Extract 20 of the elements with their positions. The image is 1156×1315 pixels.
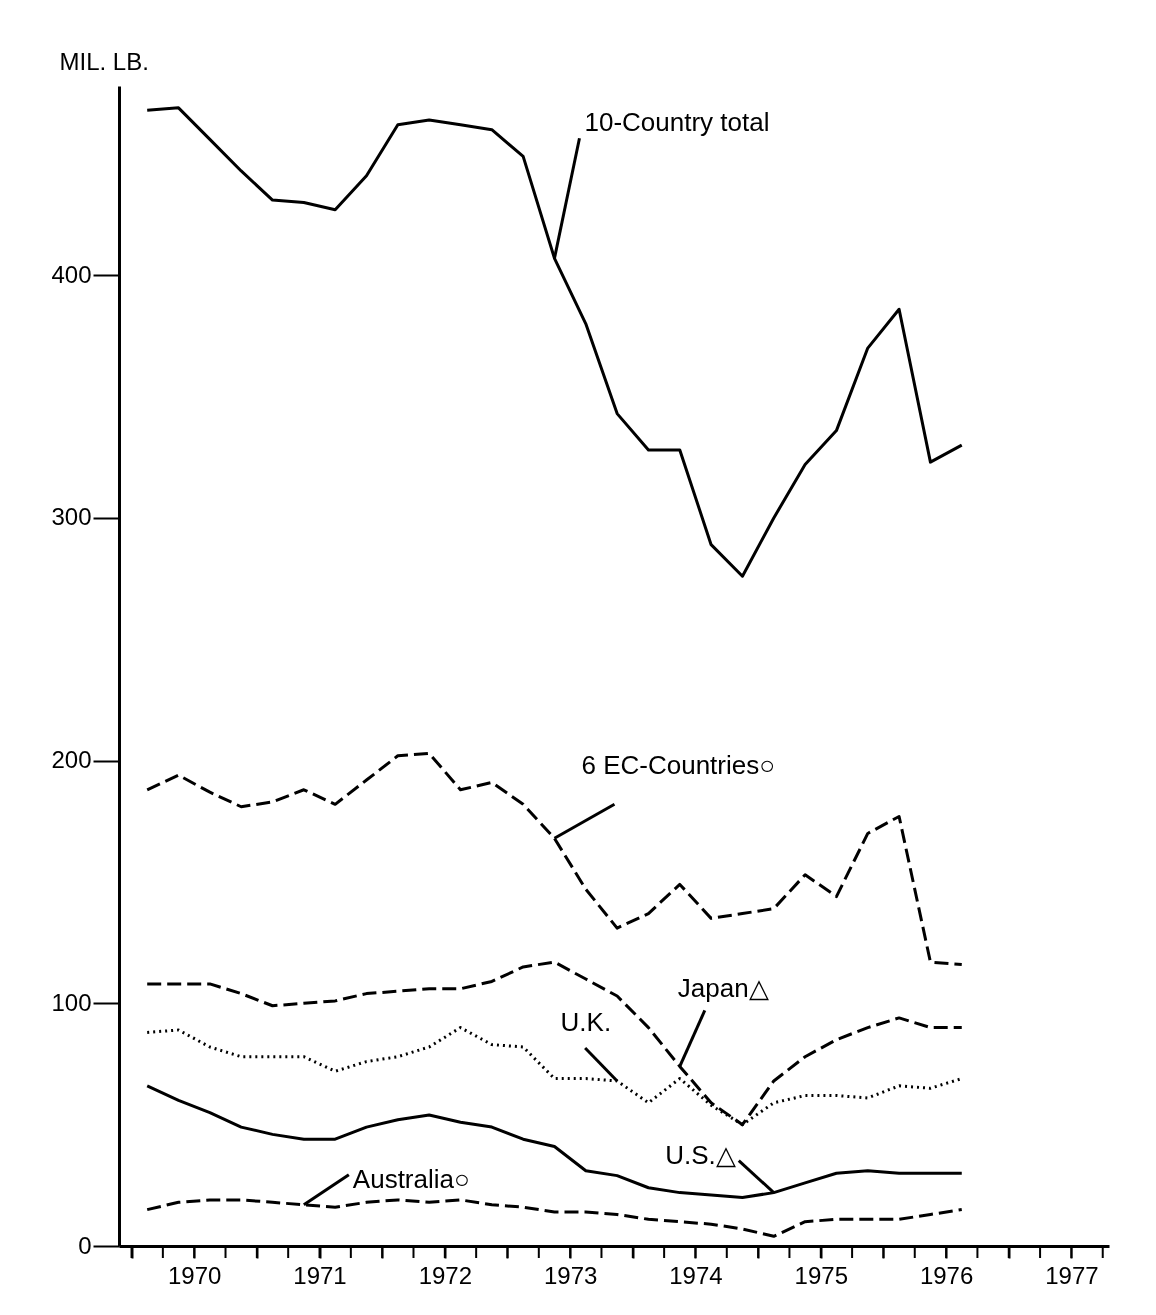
x-tick-label: 1972	[418, 1261, 473, 1289]
y-tick-label: 300	[51, 503, 92, 531]
annotation: Japan△	[677, 973, 769, 1004]
y-tick-label: 0	[78, 1231, 92, 1259]
y-tick-label: 400	[51, 260, 92, 288]
x-tick-label: 1973	[543, 1261, 598, 1289]
annotation: Australia○	[352, 1163, 470, 1194]
annotation: U.S.△	[665, 1139, 736, 1170]
x-tick-label: 1971	[293, 1261, 347, 1289]
x-tick-label: 1970	[167, 1261, 222, 1289]
annotation: 10-Country total	[584, 107, 770, 138]
annotation: U.K.	[560, 1006, 612, 1037]
x-tick-label: 1977	[1045, 1261, 1099, 1289]
annotation: 6 EC-Countries○	[581, 750, 775, 781]
y-axis-title: MIL. LB.	[59, 47, 149, 75]
x-tick-label: 1974	[669, 1261, 723, 1289]
x-tick-label: 1975	[794, 1261, 848, 1289]
y-tick-label: 200	[51, 746, 92, 774]
y-tick-label: 100	[51, 988, 92, 1016]
x-tick-label: 1976	[919, 1261, 974, 1289]
